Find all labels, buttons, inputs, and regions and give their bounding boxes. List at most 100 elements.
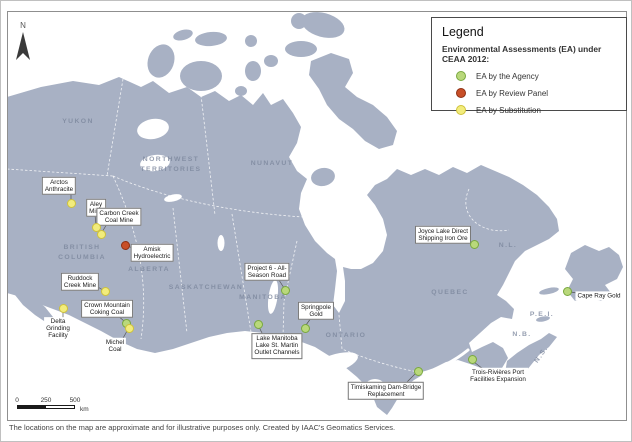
island-anticosti [539,287,559,295]
province-label-yukon: YUKON [62,117,94,125]
province-label-northwest-territories: NORTHWEST TERRITORIES [140,155,202,173]
scale-bar-graphic [17,405,75,409]
island-prince-patrick [173,29,193,41]
project-label-trois-rivi-res-port-facilities-expansion: Trois-Rivières Port Facilities Expansion [468,367,528,385]
scale-tick-250: 250 [40,397,52,404]
border-60th-parallel [112,175,304,218]
project-label-arctos-anthracite: Arctos Anthracite [41,176,77,196]
island-newfoundland [565,245,623,301]
project-dot-project-6-all-season-road[interactable] [281,286,290,295]
lake-winnipeg [267,280,279,314]
north-arrow: N [11,21,35,69]
province-label-saskatchewan: SASKATCHEWAN [168,283,244,291]
legend-item-label: EA by Review Panel [476,88,549,98]
legend-item-ea-by-review-panel: EA by Review Panel [456,88,616,98]
scale-tick-0: 0 [15,397,19,404]
province-label-n-b: N.B. [512,330,532,338]
province-label-ontario: ONTARIO [325,331,367,339]
legend-item-label: EA by the Agency [476,71,539,81]
province-label-manitoba: MANITOBA [239,293,287,301]
island-baffin [309,53,397,149]
legend-item-ea-by-substitution: EA by Substitution [456,105,616,115]
great-slave-lake [140,154,170,172]
island-somerset [264,55,278,67]
great-bear-lake [137,118,169,140]
project-dot-michel-coal[interactable] [125,324,134,333]
project-label-cape-ray-gold: Cape Ray Gold [575,291,623,301]
project-dot-delta-grinding-facility[interactable] [59,304,68,313]
lake-superior [308,352,358,376]
map-frame-border [7,11,627,421]
border-yukon-nwt [106,78,124,177]
st-lawrence-river [418,348,470,376]
project-label-carbon-creek-coal-mine: Carbon Creek Coal Mine [96,207,142,227]
province-label-alberta: ALBERTA [128,265,170,273]
project-dot-cape-ray-gold[interactable] [563,287,572,296]
project-dot-timiskaming-dam-bridge-replacement[interactable] [414,367,423,376]
legend-dot-substitution-icon [456,105,466,115]
legend-dot-review-icon [456,88,466,98]
lake-athabasca [164,194,182,202]
project-dot-arctos-anthracite[interactable] [67,199,76,208]
scale-ticks: 0 250 500 [15,397,107,405]
project-label-delta-grinding-facility: Delta Grinding Facility [44,317,72,341]
project-dot-carbon-creek-coal-mine[interactable] [97,230,106,239]
island-vancouver [15,289,53,323]
disclaimer-text: The locations on the map are approximate… [9,423,396,432]
scale-unit: km [80,406,89,413]
lake-ontario [420,388,438,398]
project-dot-joyce-lake-direct-shipping-iron-ore[interactable] [470,240,479,249]
island-ellesmere [301,12,345,38]
island-melville [195,31,227,47]
border-quebec-labrador [465,188,510,232]
legend-title: Legend [442,25,484,39]
border-ontario-quebec [338,314,419,373]
project-dot-trois-rivi-res-port-facilities-expansion[interactable] [468,355,477,364]
province-label-quebec: QUEBEC [431,288,469,296]
project-label-lake-manitoba-lake-st-martin-outlet-channels: Lake Manitoba Lake St. Martin Outlet Cha… [251,333,303,359]
project-dot-aley-mine[interactable] [92,223,101,232]
province-label-british-columbia: BRITISH COLUMBIA [58,243,106,261]
island-southampton [311,167,335,187]
island-banks [147,44,175,78]
island-king-william [235,86,247,96]
reindeer-lake [217,235,225,251]
project-label-project-6-all-season-road: Project 6 - All- Season Road [244,262,290,282]
legend-item-label: EA by Substitution [476,105,541,115]
project-label-crown-mountain-coking-coal: Crown Mountain Coking Coal [81,299,133,319]
project-dot-ruddock-creek-mine[interactable] [101,287,110,296]
island-haida-gwaii [8,251,18,275]
province-label-p-e-i: P.E.I. [529,310,555,318]
project-label-timiskaming-dam-bridge-replacement: Timiskaming Dam-Bridge Replacement [347,381,425,401]
legend-items: EA by the Agency EA by Review Panel EA by … [442,71,616,115]
project-label-michel-coal: Michel Coal [103,337,127,355]
project-dot-lake-manitoba-lake-st-martin-outlet-channels[interactable] [254,320,263,329]
scale-bar: 0 250 500 km [15,397,107,413]
project-label-ruddock-creek-mine: Ruddock Creek Mine [60,272,100,292]
project-label-amisk-hydroelectric: Amisk Hydroelectric [130,243,174,263]
island-pei [536,316,550,322]
project-label-joyce-lake-direct-shipping-iron-ore: Joyce Lake Direct Shipping Iron Ore [414,225,472,245]
lake-erie [394,397,424,413]
border-manitoba-ontario [282,240,298,338]
island-victoria [180,61,222,91]
legend-dot-agency-icon [456,71,466,81]
project-label-springpole-gold: Springpole Gold [297,301,335,321]
province-label-n-l: N.L. [498,241,518,249]
province-label-n-s: N.S. [533,344,550,365]
border-alberta-sask [172,207,188,334]
legend-item-ea-by-the-agency: EA by the Agency [456,71,616,81]
project-dot-springpole-gold[interactable] [301,324,310,333]
north-arrow-icon [16,32,30,60]
province-label-nunavut: NUNAVUT [250,159,294,167]
north-label: N [20,21,26,30]
scale-tick-500: 500 [69,397,81,404]
island-bathurst [245,35,257,47]
project-dot-amisk-hydroelectric[interactable] [121,241,130,250]
border-nwt-nunavut [200,94,216,216]
legend-subtitle: Environmental Assessments (EA) under CEA… [442,44,602,64]
border-sask-manitoba [231,213,252,333]
